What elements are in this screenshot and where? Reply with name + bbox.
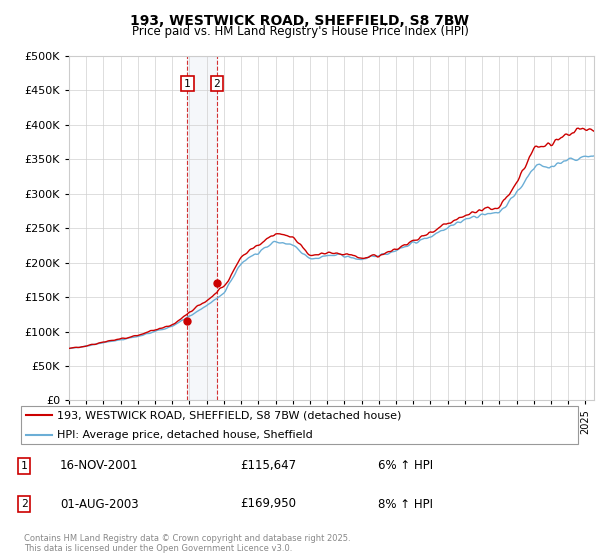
FancyBboxPatch shape <box>21 406 578 444</box>
Text: HPI: Average price, detached house, Sheffield: HPI: Average price, detached house, Shef… <box>58 430 313 440</box>
Text: 6% ↑ HPI: 6% ↑ HPI <box>378 459 433 473</box>
Text: 16-NOV-2001: 16-NOV-2001 <box>60 459 139 473</box>
Text: 2: 2 <box>20 499 28 509</box>
Text: 193, WESTWICK ROAD, SHEFFIELD, S8 7BW: 193, WESTWICK ROAD, SHEFFIELD, S8 7BW <box>131 14 470 28</box>
Text: 2: 2 <box>214 78 220 88</box>
Text: 1: 1 <box>20 461 28 471</box>
Text: 01-AUG-2003: 01-AUG-2003 <box>60 497 139 511</box>
Text: £169,950: £169,950 <box>240 497 296 511</box>
Text: Contains HM Land Registry data © Crown copyright and database right 2025.
This d: Contains HM Land Registry data © Crown c… <box>24 534 350 553</box>
Text: £115,647: £115,647 <box>240 459 296 473</box>
Text: 193, WESTWICK ROAD, SHEFFIELD, S8 7BW (detached house): 193, WESTWICK ROAD, SHEFFIELD, S8 7BW (d… <box>58 410 402 421</box>
Text: 1: 1 <box>184 78 191 88</box>
Text: 8% ↑ HPI: 8% ↑ HPI <box>378 497 433 511</box>
Bar <box>187 56 217 400</box>
Text: Price paid vs. HM Land Registry's House Price Index (HPI): Price paid vs. HM Land Registry's House … <box>131 25 469 38</box>
